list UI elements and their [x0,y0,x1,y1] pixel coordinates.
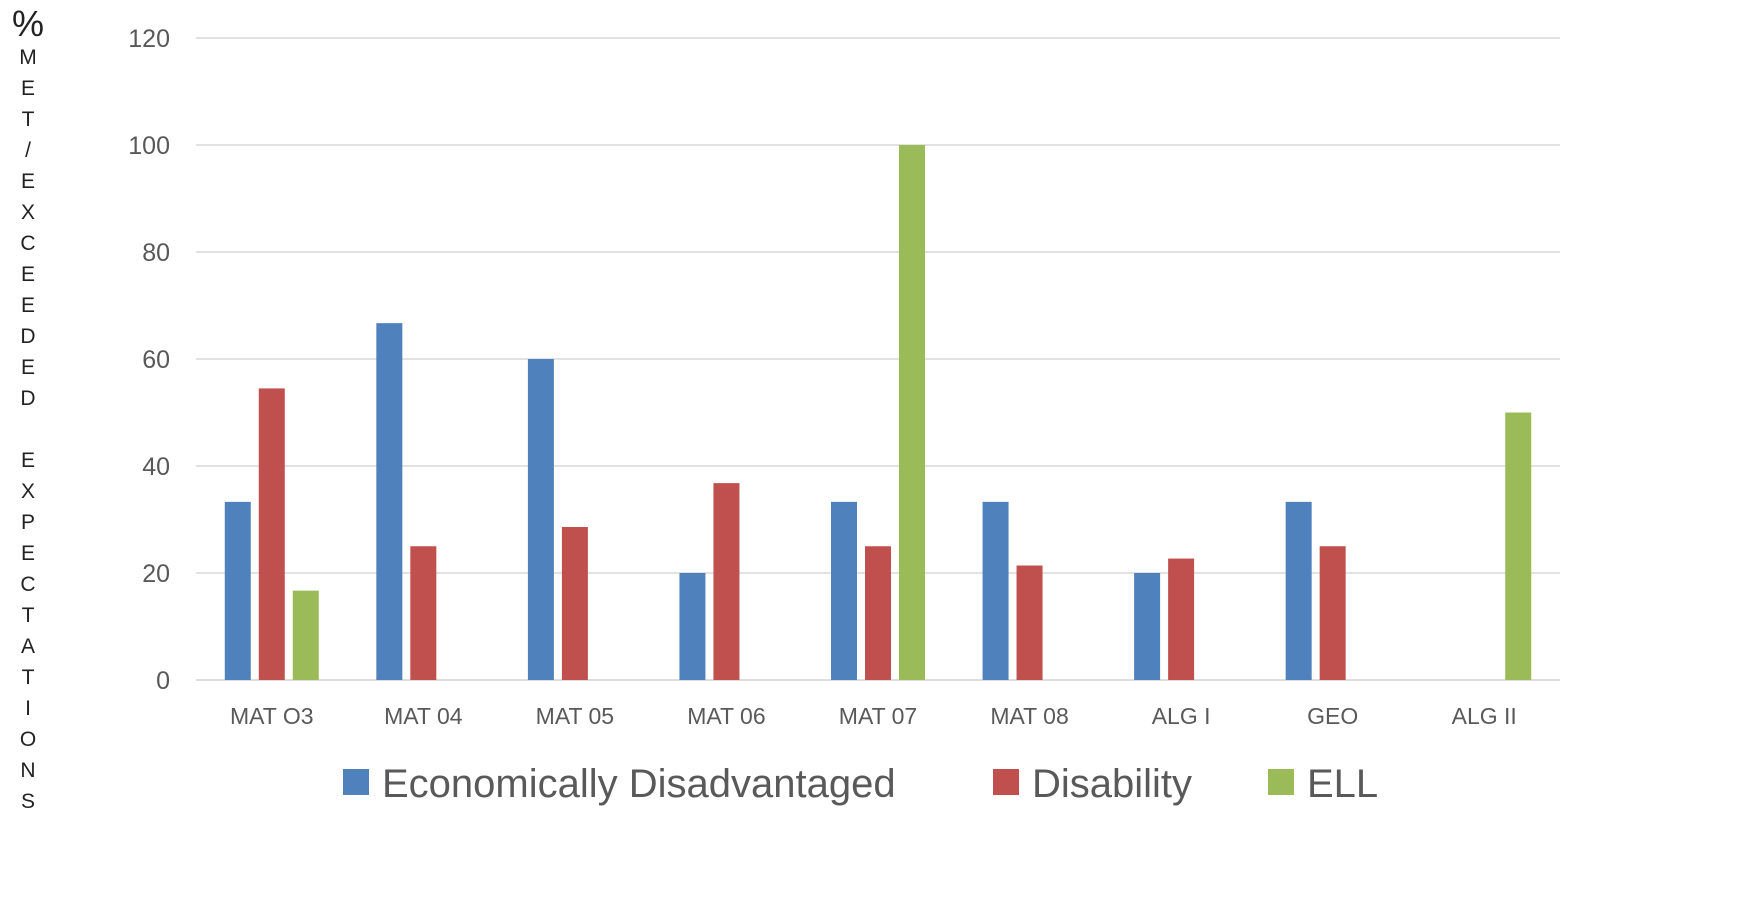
y-tick-label: 120 [128,25,170,53]
y-axis-label-letter: M [19,46,37,69]
bar-disability [1168,558,1195,680]
bar-economically-disadvantaged [527,359,554,680]
y-axis-label-letter: X [20,201,35,224]
legend-swatch [343,769,369,795]
y-axis-label-letter: E [20,294,35,317]
y-axis-label-letter: C [20,232,36,255]
y-axis-label-letter: E [20,542,35,565]
x-tick-label: MAT 05 [536,703,614,729]
y-tick-label: 20 [142,560,170,588]
legend-swatch [1268,769,1294,795]
bars [224,145,1532,680]
y-axis-label-symbol: % [11,3,44,44]
x-tick-label: MAT O3 [230,703,314,729]
y-axis-label-letter: A [20,635,35,658]
y-axis-label-letter: S [20,790,35,813]
legend-swatch [993,769,1019,795]
y-tick-label: 0 [156,667,170,695]
x-tick-label: MAT 08 [990,703,1068,729]
legend-label: ELL [1307,762,1378,806]
y-tick-label: 40 [142,453,170,481]
y-axis-label-letter: T [21,108,35,131]
y-axis-label-letter: D [20,325,36,348]
y-axis-label-letter: E [20,263,35,286]
bar-disability [410,546,437,680]
bar-ell [899,145,925,680]
bar-ell [292,590,319,680]
legend: Economically Disadvantaged Disability ELL [343,762,1378,806]
y-axis-label-letter: C [20,573,36,596]
bar-economically-disadvantaged [224,501,251,680]
bar-economically-disadvantaged [982,501,1009,680]
y-tick-label: 80 [142,239,170,267]
y-tick-label: 100 [128,132,170,160]
y-axis-label-letter: / [25,139,31,162]
legend-label: Economically Disadvantaged [382,762,896,806]
x-tick-label: MAT 07 [839,703,917,729]
x-tick-label: ALG II [1452,703,1517,729]
y-axis-label-letter: N [20,759,36,782]
bar-economically-disadvantaged [679,573,706,680]
bar-disability [865,546,891,680]
y-axis-label-letter: O [19,728,37,751]
bar-disability [1319,546,1346,680]
y-axis-label-letter: E [20,77,35,100]
y-axis-label-letter: X [20,480,35,503]
y-axis-label-letter: P [20,511,35,534]
bar-disability [1016,565,1043,680]
x-tick-label: GEO [1307,703,1358,729]
legend-label: Disability [1032,762,1192,806]
y-axis-label-letter: E [20,449,35,472]
y-tick-labels: 0 20 40 60 80 100 120 [128,25,170,695]
x-tick-labels: MAT O3 MAT 04 MAT 05 MAT 06 MAT 07 MAT 08 ALG … [230,703,1517,729]
bar-economically-disadvantaged [831,501,857,680]
y-axis-label-letter: I [25,697,31,720]
y-axis-label-letter: T [21,666,35,689]
y-tick-label: 60 [142,346,170,374]
bar-economically-disadvantaged [376,323,403,680]
bar-disability [713,483,740,680]
x-tick-label: MAT 04 [384,703,463,729]
x-tick-label: MAT 06 [687,703,765,729]
bar-economically-disadvantaged [1134,573,1161,680]
bar-ell [1505,412,1532,680]
y-axis-label-letter: D [20,387,36,410]
bar-economically-disadvantaged [1285,501,1312,680]
x-tick-label: ALG I [1152,703,1211,729]
bar-disability [258,388,285,680]
y-axis-label-letter: E [20,356,35,379]
y-axis-label-letter: T [21,604,35,627]
y-axis-label-letter: E [20,170,35,193]
bar-disability [561,526,588,680]
